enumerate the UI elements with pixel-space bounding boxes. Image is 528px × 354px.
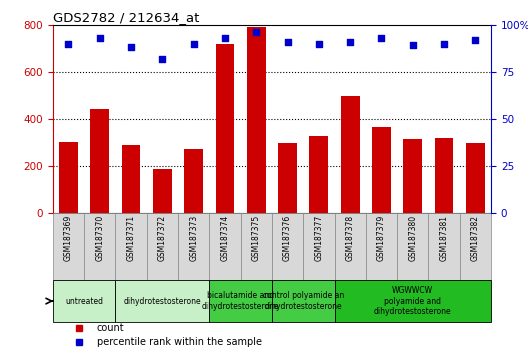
Point xyxy=(346,39,354,45)
Bar xyxy=(341,96,360,213)
Bar xyxy=(466,143,485,213)
Bar xyxy=(403,139,422,213)
Text: GSM187379: GSM187379 xyxy=(377,215,386,261)
Point xyxy=(409,42,417,48)
Bar xyxy=(90,109,109,213)
Text: GSM187369: GSM187369 xyxy=(64,215,73,261)
Point xyxy=(440,41,448,46)
Text: GSM187373: GSM187373 xyxy=(189,215,198,261)
Point xyxy=(190,41,198,46)
Point xyxy=(127,45,135,50)
Point xyxy=(252,29,260,35)
Text: GSM187378: GSM187378 xyxy=(346,215,355,261)
Bar xyxy=(241,213,272,280)
Bar xyxy=(153,169,172,213)
Point xyxy=(64,41,73,46)
Text: GSM187375: GSM187375 xyxy=(252,215,261,261)
Bar xyxy=(309,136,328,213)
Text: dihydrotestosterone: dihydrotestosterone xyxy=(124,297,201,306)
Bar xyxy=(335,280,491,322)
Bar xyxy=(272,280,335,322)
Bar xyxy=(121,144,140,213)
Bar xyxy=(272,213,303,280)
Bar xyxy=(184,149,203,213)
Text: WGWWCW
polyamide and
dihydrotestosterone: WGWWCW polyamide and dihydrotestosterone xyxy=(374,286,451,316)
Text: count: count xyxy=(97,324,124,333)
Bar xyxy=(209,280,272,322)
Point xyxy=(284,39,292,45)
Bar xyxy=(116,280,209,322)
Text: GDS2782 / 212634_at: GDS2782 / 212634_at xyxy=(53,11,199,24)
Text: GSM187381: GSM187381 xyxy=(440,215,449,261)
Bar xyxy=(372,127,391,213)
Point xyxy=(471,37,479,42)
Bar xyxy=(303,213,335,280)
Bar xyxy=(147,213,178,280)
Text: percentile rank within the sample: percentile rank within the sample xyxy=(97,337,262,347)
Bar xyxy=(460,213,491,280)
Bar xyxy=(53,280,116,322)
Text: GSM187382: GSM187382 xyxy=(471,215,480,261)
Text: GSM187371: GSM187371 xyxy=(127,215,136,261)
Text: control polyamide an
dihydrotestosterone: control polyamide an dihydrotestosterone xyxy=(262,291,344,311)
Bar xyxy=(215,44,234,213)
Point xyxy=(221,35,229,41)
Text: untreated: untreated xyxy=(65,297,103,306)
Bar xyxy=(435,137,454,213)
Point xyxy=(315,41,323,46)
Bar xyxy=(59,142,78,213)
Point xyxy=(96,35,104,41)
Bar xyxy=(397,213,428,280)
Bar xyxy=(53,213,84,280)
Bar xyxy=(428,213,460,280)
Bar xyxy=(209,213,241,280)
Text: GSM187372: GSM187372 xyxy=(158,215,167,261)
Text: bicalutamide and
dihydrotestosterone: bicalutamide and dihydrotestosterone xyxy=(202,291,279,311)
Bar xyxy=(247,27,266,213)
Bar xyxy=(178,213,209,280)
Bar xyxy=(335,213,366,280)
Point xyxy=(158,56,167,62)
Text: GSM187380: GSM187380 xyxy=(408,215,417,261)
Text: GSM187376: GSM187376 xyxy=(283,215,292,261)
Bar xyxy=(366,213,397,280)
Text: GSM187370: GSM187370 xyxy=(95,215,104,261)
Text: GSM187374: GSM187374 xyxy=(221,215,230,261)
Text: GSM187377: GSM187377 xyxy=(314,215,323,261)
Bar xyxy=(116,213,147,280)
Point xyxy=(377,35,385,41)
Bar xyxy=(278,143,297,213)
Bar xyxy=(84,213,116,280)
